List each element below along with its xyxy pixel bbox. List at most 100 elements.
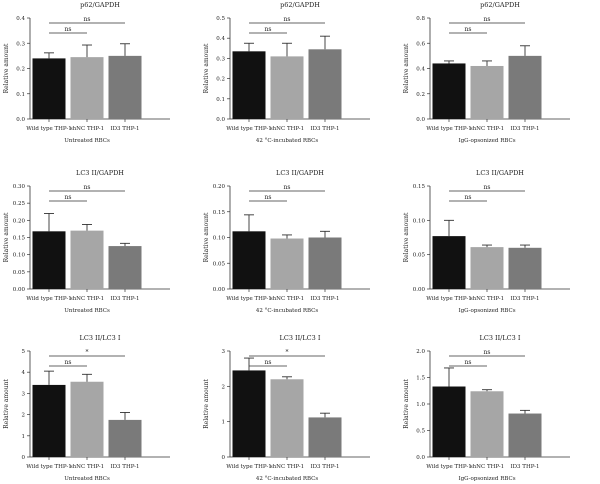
y-axis-label: Relative amount	[203, 43, 210, 93]
x-tick-label: ID3 THP-1	[510, 464, 539, 470]
bar	[108, 55, 142, 119]
bar	[32, 384, 66, 457]
chart-panel: LC3 II/LC3 I 0 1 2 3 4 5 Relative amount Wild ty…	[3, 334, 170, 482]
x-axis-label: Untreated RBCs	[64, 138, 110, 144]
bar	[470, 247, 504, 289]
y-tick-label: 2.0	[416, 349, 425, 355]
y-tick-label: 0.00	[413, 287, 426, 293]
y-tick-label: 0.5	[216, 16, 225, 22]
y-tick-label: 1.0	[416, 402, 425, 408]
bar	[232, 51, 266, 119]
bar	[232, 370, 266, 457]
y-tick-label: 0.3	[16, 41, 25, 47]
x-axis-label: 42 °C-incubated RBCs	[256, 138, 319, 144]
x-axis-label: IgG-opsonized RBCs	[458, 138, 515, 144]
chart-panel: LC3 II/LC3 I 0.0 0.5 1.0 1.5 2.0 Relative amou…	[403, 334, 570, 482]
y-tick-label: 0.30	[13, 184, 26, 190]
y-tick-label: 0.4	[16, 16, 25, 22]
chart-title: LC3 II/LC3 I	[480, 334, 521, 342]
bar	[32, 58, 66, 119]
bar	[432, 386, 466, 457]
x-tick-label: shNC THP-1	[270, 464, 304, 470]
x-tick-label: Wild type THP-1	[26, 296, 71, 302]
significance-label: ns	[65, 359, 72, 366]
y-tick-label: 3	[22, 391, 26, 397]
significance-label: ns	[484, 184, 491, 191]
bar	[32, 231, 66, 289]
bar	[270, 238, 304, 289]
y-tick-label: 0.20	[13, 218, 26, 224]
chart-panel: LC3 II/LC3 I 0 1 2 3 Relative amount Wild type…	[203, 334, 370, 482]
x-tick-label: Wild type THP-1	[226, 126, 271, 132]
x-tick-label: shNC THP-1	[70, 296, 104, 302]
significance-label: ns	[465, 359, 472, 366]
y-tick-label: 0.8	[416, 16, 425, 22]
y-tick-label: 2	[22, 413, 26, 419]
y-tick-label: 0.0	[416, 455, 425, 461]
bar	[308, 417, 342, 457]
bar	[308, 237, 342, 289]
x-tick-label: ID3 THP-1	[110, 126, 139, 132]
x-axis-label: IgG-opsonized RBCs	[458, 308, 515, 314]
y-tick-label: 0.0	[416, 117, 425, 123]
significance-label: ns	[84, 16, 91, 23]
chart-panel: p62/GAPDH 0.0 0.1 0.2 0.3 0.4 Relative amount W…	[3, 1, 170, 144]
chart-title: LC3 II/GAPDH	[76, 169, 124, 177]
y-tick-label: 0.00	[13, 287, 26, 293]
y-tick-label: 0.5	[416, 429, 425, 435]
y-tick-label: 1	[22, 434, 26, 440]
x-tick-label: Wild type THP-1	[426, 296, 471, 302]
y-axis-label: Relative amount	[403, 212, 410, 262]
chart-title: LC3 II/LC3 I	[80, 334, 121, 342]
y-tick-label: 5	[22, 349, 26, 355]
chart-title: p62/GAPDH	[480, 1, 520, 9]
bar	[270, 56, 304, 119]
significance-label: ns	[265, 359, 272, 366]
y-tick-label: 0.05	[413, 253, 426, 259]
y-tick-label: 0.10	[213, 236, 226, 242]
x-tick-label: shNC THP-1	[470, 464, 504, 470]
y-tick-label: 0.00	[213, 287, 226, 293]
chart-panel: LC3 II/GAPDH 0.00 0.05 0.10 0.15 0.20 0.25 0.30…	[3, 169, 170, 314]
significance-label: ns	[465, 194, 472, 201]
significance-label: ns	[265, 194, 272, 201]
y-tick-label: 0.25	[13, 201, 26, 207]
y-tick-label: 0.1	[16, 92, 25, 98]
x-tick-label: ID3 THP-1	[110, 464, 139, 470]
y-tick-label: 0.4	[216, 36, 225, 42]
chart-title: LC3 II/LC3 I	[280, 334, 321, 342]
x-tick-label: Wild type THP-1	[226, 296, 271, 302]
significance-label: *	[286, 349, 289, 356]
x-tick-label: shNC THP-1	[270, 296, 304, 302]
chart-panel: p62/GAPDH 0.0 0.2 0.4 0.6 0.8 Relative amount W…	[403, 1, 570, 144]
bar	[432, 63, 466, 119]
y-tick-label: 0.4	[416, 67, 425, 73]
y-tick-label: 0	[222, 455, 226, 461]
significance-label: ns	[284, 16, 291, 23]
y-axis-label: Relative amount	[203, 212, 210, 262]
y-tick-label: 0.0	[216, 117, 225, 123]
y-tick-label: 0.1	[216, 97, 225, 103]
significance-label: ns	[465, 26, 472, 33]
x-tick-label: ID3 THP-1	[310, 464, 339, 470]
y-tick-label: 0.2	[16, 67, 25, 73]
bar	[508, 413, 542, 457]
chart-title: p62/GAPDH	[280, 1, 320, 9]
chart-title: LC3 II/GAPDH	[276, 169, 324, 177]
x-tick-label: shNC THP-1	[70, 464, 104, 470]
y-tick-label: 0.15	[213, 210, 226, 216]
significance-label: ns	[284, 184, 291, 191]
y-tick-label: 0.2	[216, 77, 225, 83]
chart-panel: LC3 II/GAPDH 0.00 0.05 0.10 0.15 Relative amo…	[403, 169, 570, 314]
x-axis-label: IgG-opsonized RBCs	[458, 476, 515, 482]
chart-panel: LC3 II/GAPDH 0.00 0.05 0.10 0.15 0.20 Relative…	[203, 169, 370, 314]
chart-title: LC3 II/GAPDH	[476, 169, 524, 177]
x-tick-label: ID3 THP-1	[310, 296, 339, 302]
significance-label: ns	[65, 194, 72, 201]
bar	[232, 231, 266, 289]
y-tick-label: 0	[22, 455, 26, 461]
bar	[108, 246, 142, 289]
bar	[470, 65, 504, 119]
y-tick-label: 0.6	[416, 41, 425, 47]
